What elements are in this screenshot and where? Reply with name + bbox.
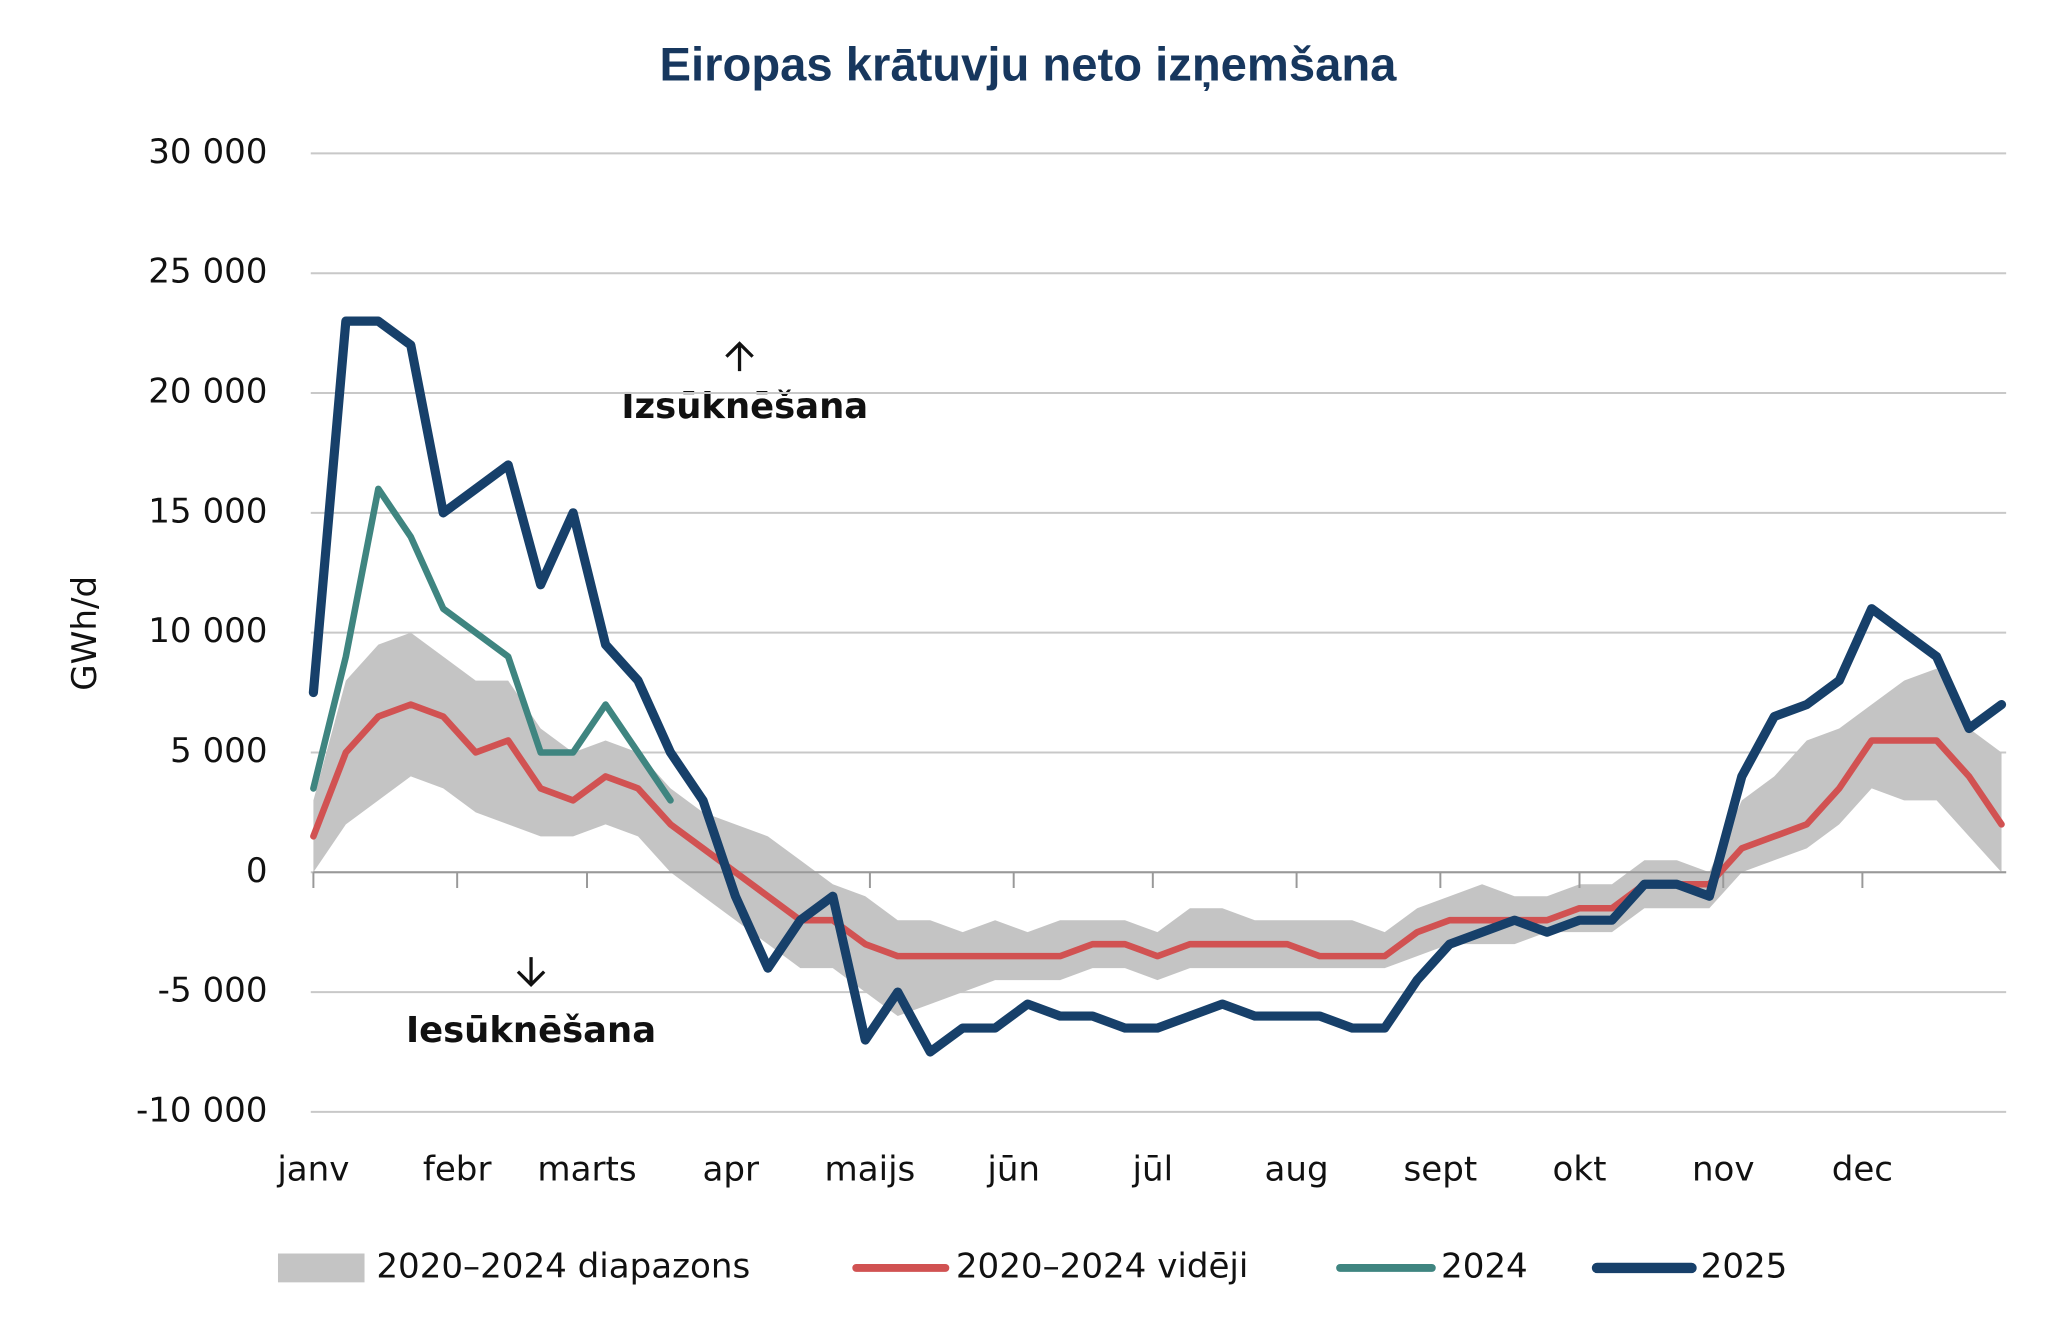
series-line bbox=[310, 485, 674, 804]
y-tick-label: 0 bbox=[246, 851, 268, 891]
x-tick-label: okt bbox=[1553, 1149, 1607, 1189]
annotation: Izsūknēšana bbox=[621, 386, 868, 427]
y-tick-label: -10 000 bbox=[136, 1090, 268, 1130]
x-tick-label: nov bbox=[1692, 1149, 1755, 1189]
y-tick-label: 25 000 bbox=[148, 252, 267, 292]
annotation: Iesūknēšana bbox=[406, 1010, 656, 1051]
y-tick-label: 30 000 bbox=[148, 132, 267, 172]
y-tick-label: 20 000 bbox=[148, 372, 267, 412]
arrow-up bbox=[725, 341, 754, 372]
y-tick-label: 15 000 bbox=[148, 491, 267, 531]
x-tick-label: janv bbox=[276, 1149, 349, 1189]
y-tick-label: -5 000 bbox=[158, 971, 268, 1011]
x-tick-label: jūl bbox=[1132, 1149, 1174, 1189]
series-line bbox=[308, 316, 2007, 1057]
chart-title: Eiropas krātuvju neto izņemšana bbox=[660, 39, 1398, 92]
legend-label: 2020–2024 diapazons bbox=[376, 1246, 750, 1286]
arrow-down bbox=[516, 957, 546, 988]
y-axis-label: GWh/d bbox=[65, 576, 105, 691]
y-tick-label: 5 000 bbox=[170, 731, 268, 771]
x-tick-label: febr bbox=[423, 1149, 493, 1189]
x-tick-label: maijs bbox=[825, 1149, 916, 1189]
x-tick-label: jūn bbox=[986, 1149, 1040, 1189]
y-tick-label: 10 000 bbox=[148, 611, 267, 651]
x-tick-label: aug bbox=[1265, 1149, 1329, 1189]
legend-label: 2024 bbox=[1441, 1246, 1528, 1286]
legend-label: 2025 bbox=[1701, 1246, 1788, 1286]
x-tick-label: apr bbox=[703, 1149, 761, 1189]
legend-label: 2020–2024 vidēji bbox=[956, 1246, 1249, 1286]
x-tick-label: marts bbox=[537, 1149, 636, 1189]
x-tick-label: dec bbox=[1832, 1149, 1893, 1189]
legend-swatch bbox=[277, 1253, 365, 1283]
x-tick-label: sept bbox=[1403, 1149, 1477, 1189]
